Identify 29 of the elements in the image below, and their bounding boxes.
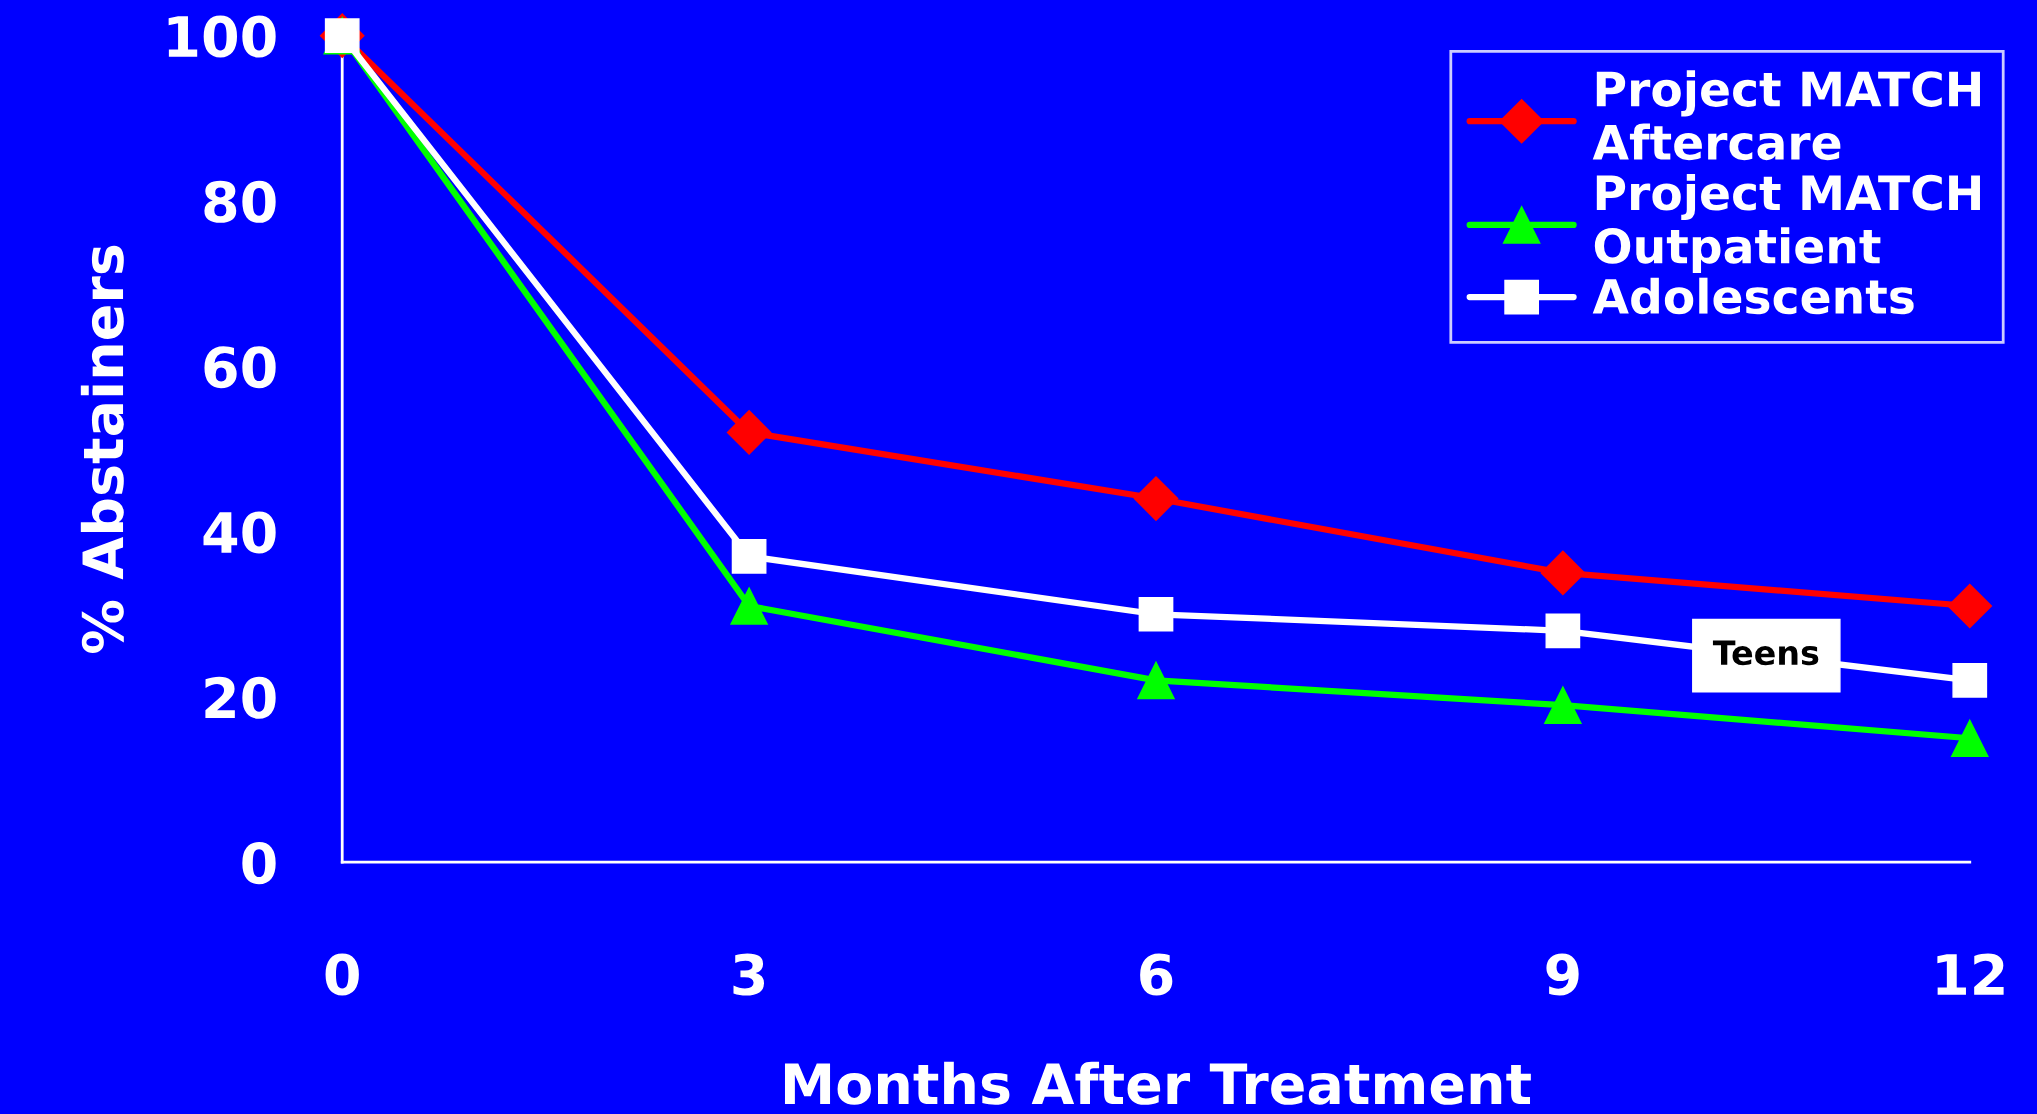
point: [1951, 719, 1989, 757]
point: [730, 587, 768, 625]
point: [1545, 613, 1581, 649]
y-tick-label: 40: [203, 511, 276, 554]
point: [1137, 661, 1175, 700]
point: [1952, 663, 1988, 698]
y-tick-label: 100: [168, 15, 276, 58]
x-tick-label: 3: [733, 953, 765, 996]
y-tick-label: 20: [205, 676, 276, 719]
x-tick-label: 9: [1546, 953, 1579, 996]
point: [731, 539, 767, 574]
point: [1133, 476, 1179, 521]
x-tick-label: 0: [325, 953, 359, 996]
x-tick-label: 12: [1937, 953, 2004, 995]
point: [726, 410, 772, 455]
annotation: Teens: [1712, 640, 1819, 666]
y-tick-label: 60: [204, 346, 276, 389]
legend-label: Project MATCH Outpatient: [1594, 174, 1980, 273]
x-axis-title: Months After Treatment: [784, 1061, 1531, 1105]
y-tick-label: 0: [242, 842, 276, 885]
x-tick-label: 6: [1140, 953, 1173, 996]
point: [1947, 583, 1993, 629]
legend-label: Adolescents: [1592, 277, 1914, 315]
y-axis-title: % Abstainers: [80, 245, 124, 653]
legend-label: Project MATCH Aftercare: [1592, 70, 1980, 161]
y-tick-label: 80: [204, 180, 276, 223]
point: [1540, 550, 1586, 596]
point: [1138, 596, 1174, 632]
point: [1544, 686, 1582, 724]
